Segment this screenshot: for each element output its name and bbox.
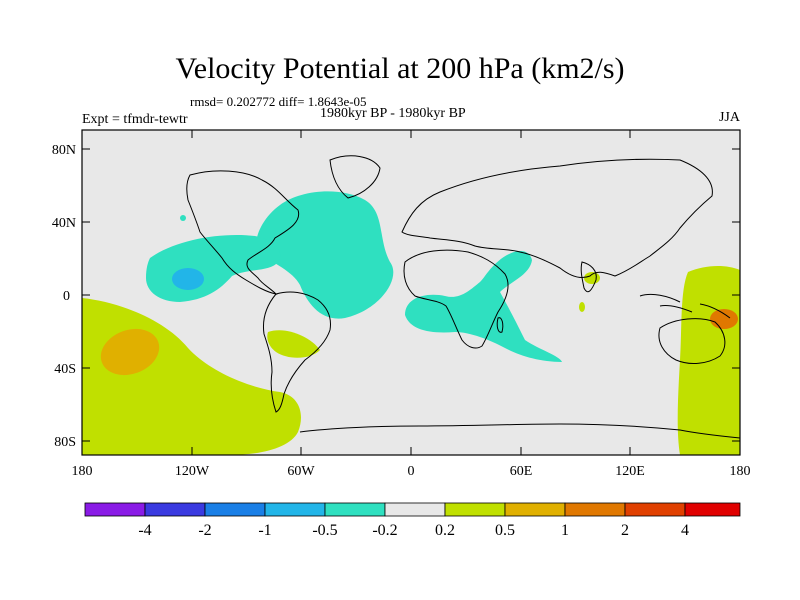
negative-region-small <box>180 215 186 221</box>
colorbar-box-3 <box>204 502 266 517</box>
axis-labels: 80N 40N 0 40S 80S 180 120W 60W 0 60E 120… <box>52 143 751 479</box>
colorbar-label-8: 1 <box>561 522 569 539</box>
colorbar-label-2: -2 <box>198 522 211 539</box>
colorbar-label-5: -0.2 <box>372 522 397 539</box>
colorbar-box-11 <box>684 502 741 517</box>
coastline-india <box>580 261 597 293</box>
colorbar-box-4 <box>264 502 326 517</box>
map-title: Velocity Potential at 200 hPa (km2/s) <box>175 52 625 85</box>
experiment-label: Expt = tfmdr-tewtr <box>82 112 188 127</box>
colorbar-box-10 <box>624 502 686 517</box>
period-label: 1980kyr BP - 1980kyr BP <box>320 106 466 121</box>
colorbar-label-10: 4 <box>681 522 689 539</box>
stats-label: rmsd= 0.202772 diff= 1.8643e-05 <box>190 94 367 109</box>
lat-label-0: 0 <box>63 289 70 304</box>
colorbar-label-4: -0.5 <box>312 522 337 539</box>
colorbar-label-9: 2 <box>621 522 629 539</box>
lat-label-40n: 40N <box>52 216 76 231</box>
positive-core-south-pacific <box>100 328 160 376</box>
coastline-antarctica <box>299 423 741 439</box>
coastline-madagascar <box>496 317 504 333</box>
lon-label-120e: 120E <box>615 464 645 479</box>
lat-label-80s: 80S <box>54 435 76 450</box>
colorbar-box-8 <box>504 502 566 517</box>
coastline-eurasia <box>401 158 713 279</box>
positive-region-west-pacific <box>677 266 740 455</box>
colorbar-box-9 <box>564 502 626 517</box>
colorbar: -4 -2 -1 -0.5 -0.2 0.2 0.5 1 2 4 <box>84 502 741 539</box>
lon-label-180e: 180 <box>730 464 751 479</box>
lon-label-180w: 180 <box>72 464 93 479</box>
coastline-south-america <box>263 291 331 413</box>
colorbar-box-5 <box>324 502 386 517</box>
colorbar-label-3: -1 <box>258 522 271 539</box>
positive-core-west-pacific <box>710 309 738 329</box>
positive-region-indian-ocean <box>579 302 585 312</box>
positive-region-peru <box>267 330 320 358</box>
lon-label-60e: 60E <box>510 464 533 479</box>
season-label: JJA <box>718 110 740 125</box>
negative-region-atlantic <box>256 191 394 319</box>
coastline-africa <box>403 249 509 349</box>
lon-label-120w: 120W <box>175 464 210 479</box>
lat-label-40s: 40S <box>54 362 76 377</box>
lat-label-80n: 80N <box>52 143 76 158</box>
negative-region-africa <box>405 250 562 362</box>
contour-fills <box>82 191 740 455</box>
lon-label-60w: 60W <box>287 464 315 479</box>
lon-label-0: 0 <box>408 464 415 479</box>
coastline-north-america <box>186 170 300 295</box>
tick-marks <box>82 130 740 455</box>
colorbar-label-1: -4 <box>138 522 151 539</box>
colorbar-label-6: 0.2 <box>435 522 455 539</box>
colorbar-box-1 <box>84 502 146 517</box>
colorbar-box-7 <box>444 502 506 517</box>
colorbar-label-7: 0.5 <box>495 522 515 539</box>
coastline-australia <box>658 318 726 364</box>
coastlines <box>186 155 741 439</box>
negative-core-east-pacific <box>172 268 204 290</box>
coastline-greenland <box>329 155 381 199</box>
coastline-maritime-continent <box>639 293 731 319</box>
colorbar-box-6 <box>384 502 446 517</box>
colorbar-box-2 <box>144 502 206 517</box>
